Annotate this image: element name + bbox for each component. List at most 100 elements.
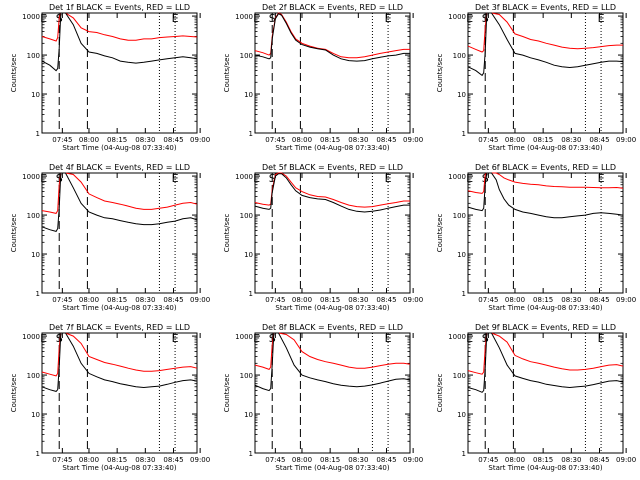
y-tick-label: 1 [36, 130, 40, 138]
x-tick-label: 08:15 [107, 136, 127, 144]
marker-letter: E [40, 12, 47, 25]
x-tick-label: 09:00 [616, 136, 636, 144]
y-tick-label: 10 [244, 251, 253, 259]
series-line-events [254, 332, 411, 392]
y-tick-label: 1 [249, 450, 253, 458]
series-line-events [41, 12, 198, 72]
y-tick-label: 1000 [448, 13, 466, 21]
plot-frame [41, 12, 198, 134]
marker-letter: E [172, 332, 179, 345]
marker-letter: E [40, 172, 47, 185]
y-tick-label: 1000 [22, 173, 40, 181]
y-axis-label: Counts/sec [436, 54, 444, 93]
x-tick-label: 07:45 [52, 136, 72, 144]
marker-letter: E [172, 172, 179, 185]
y-tick-label: 100 [27, 52, 40, 60]
y-tick-label: 10 [457, 251, 466, 259]
plot-frame [254, 172, 411, 294]
x-tick-label: 08:15 [107, 296, 127, 304]
marker-letter: E [598, 12, 605, 25]
x-tick-label: 07:45 [52, 456, 72, 464]
x-tick-label: 08:00 [292, 456, 312, 464]
x-axis-label: Start Time (04-Aug-08 07:33:40) [62, 144, 176, 152]
x-tick-label: 09:00 [190, 296, 210, 304]
x-axis-label: Start Time (04-Aug-08 07:33:40) [62, 304, 176, 312]
marker-letter: S [482, 12, 489, 25]
y-axis-label: Counts/sec [436, 214, 444, 253]
series-line-lld [467, 332, 624, 375]
series-line-lld [254, 332, 411, 371]
series-line-events [41, 332, 198, 392]
y-tick-label: 100 [240, 372, 253, 380]
x-tick-label: 08:45 [163, 456, 183, 464]
x-tick-label: 08:00 [505, 296, 525, 304]
x-tick-label: 08:30 [348, 456, 368, 464]
x-tick-label: 08:15 [320, 456, 340, 464]
x-tick-label: 08:15 [107, 456, 127, 464]
y-tick-label: 10 [31, 411, 40, 419]
x-tick-label: 08:30 [561, 296, 581, 304]
series-line-lld [41, 12, 198, 42]
y-tick-label: 1000 [448, 333, 466, 341]
x-tick-label: 09:00 [616, 296, 636, 304]
y-axis-label: Counts/sec [436, 374, 444, 413]
chart-title: Det 9f BLACK = Events, RED = LLD [475, 323, 616, 332]
x-axis-label: Start Time (04-Aug-08 07:33:40) [62, 464, 176, 472]
x-axis-label: Start Time (04-Aug-08 07:33:40) [275, 304, 389, 312]
marker-letter: E [466, 332, 473, 345]
marker-letter: E [466, 12, 473, 25]
chart-panel-9: Det 9f BLACK = Events, RED = LLD 1 10 100 10… [436, 323, 636, 472]
chart-title: Det 4f BLACK = Events, RED = LLD [49, 163, 190, 172]
marker-letter: S [56, 172, 63, 185]
marker-letter: S [269, 172, 276, 185]
marker-letter: E [385, 332, 392, 345]
plot-frame [41, 172, 198, 294]
y-tick-label: 1 [462, 290, 466, 298]
x-tick-label: 09:00 [403, 296, 423, 304]
y-tick-label: 100 [453, 52, 466, 60]
x-axis-label: Start Time (04-Aug-08 07:33:40) [488, 144, 602, 152]
x-tick-label: 07:45 [478, 136, 498, 144]
y-tick-label: 100 [240, 52, 253, 60]
x-tick-label: 09:00 [190, 456, 210, 464]
x-tick-label: 08:45 [376, 456, 396, 464]
y-axis-label: Counts/sec [10, 214, 18, 253]
y-axis-label: Counts/sec [223, 54, 231, 93]
chart-panel-3: Det 3f BLACK = Events, RED = LLD 1 10 100 10… [436, 3, 636, 152]
x-tick-label: 08:45 [163, 296, 183, 304]
y-tick-label: 10 [31, 251, 40, 259]
y-tick-label: 1000 [235, 333, 253, 341]
x-tick-label: 08:30 [135, 136, 155, 144]
chart-title: Det 7f BLACK = Events, RED = LLD [49, 323, 190, 332]
x-tick-label: 08:15 [320, 136, 340, 144]
x-tick-label: 08:30 [561, 136, 581, 144]
series-line-lld [254, 172, 410, 208]
chart-panel-4: Det 4f BLACK = Events, RED = LLD 1 10 100 10… [10, 163, 210, 312]
y-tick-label: 1000 [22, 13, 40, 21]
x-tick-label: 08:00 [79, 136, 99, 144]
x-axis-label: Start Time (04-Aug-08 07:33:40) [488, 464, 602, 472]
x-tick-label: 09:00 [403, 456, 423, 464]
x-tick-label: 08:00 [505, 136, 525, 144]
y-axis-label: Counts/sec [223, 374, 231, 413]
x-tick-label: 07:45 [265, 456, 285, 464]
marker-letter: E [598, 332, 605, 345]
x-tick-label: 08:00 [292, 296, 312, 304]
series-line-events [467, 172, 624, 219]
x-tick-label: 08:45 [589, 296, 609, 304]
y-axis-label: Counts/sec [10, 374, 18, 413]
chart-title: Det 3f BLACK = Events, RED = LLD [475, 3, 616, 12]
series-line-events [467, 12, 624, 77]
marker-letter: E [466, 172, 473, 185]
marker-letter: E [253, 172, 260, 185]
x-tick-label: 08:00 [292, 136, 312, 144]
x-tick-label: 07:45 [52, 296, 72, 304]
y-tick-label: 10 [31, 91, 40, 99]
chart-title: Det 5f BLACK = Events, RED = LLD [262, 163, 403, 172]
y-tick-label: 100 [27, 372, 40, 380]
chart-panel-5: Det 5f BLACK = Events, RED = LLD 1 10 100 10… [223, 163, 423, 312]
chart-title: Det 6f BLACK = Events, RED = LLD [475, 163, 616, 172]
series-line-events [41, 172, 198, 232]
plot-frame [41, 332, 198, 454]
